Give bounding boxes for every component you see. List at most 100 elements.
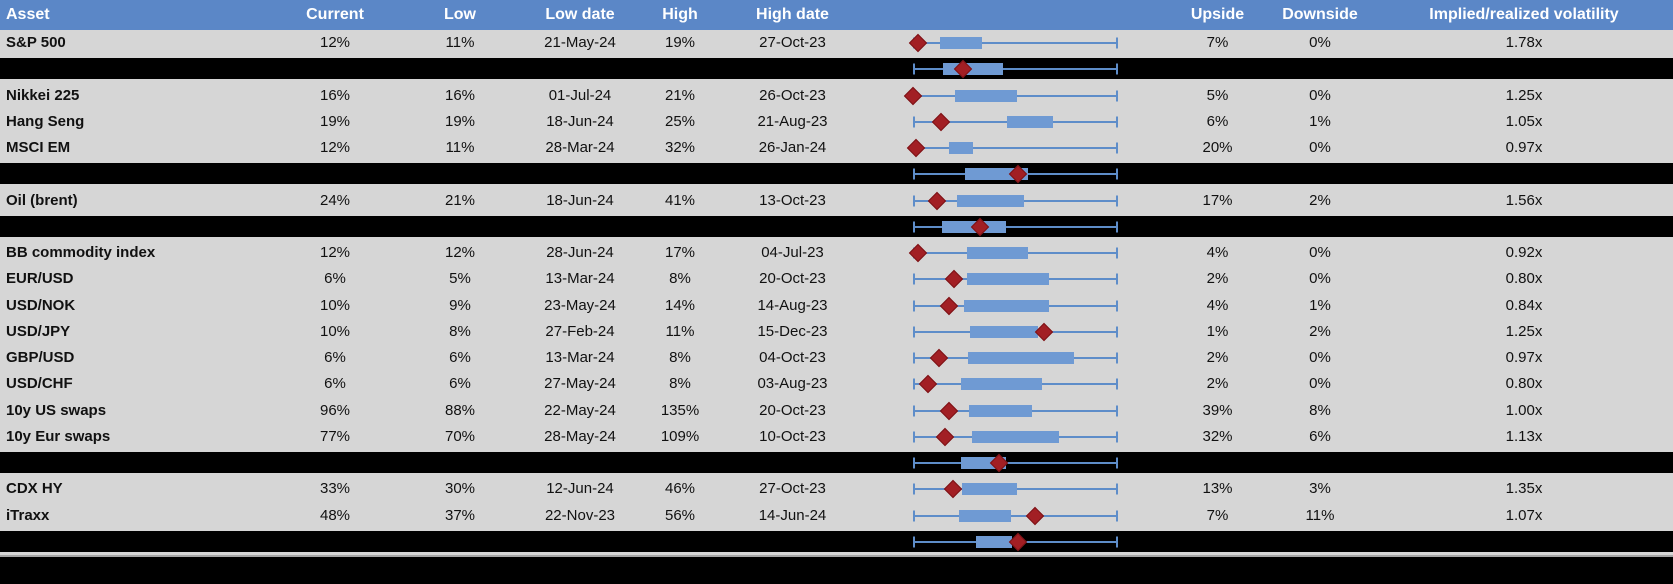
downside-value: 3% bbox=[1309, 480, 1331, 498]
column-header-asset: Asset bbox=[6, 6, 50, 23]
separator-black-band bbox=[0, 215, 1673, 237]
whisker-cap-left bbox=[913, 273, 915, 285]
low-date-value: 28-Jun-24 bbox=[546, 244, 614, 261]
range-plot bbox=[913, 56, 1118, 82]
high-date-value: 14-Jun-24 bbox=[758, 506, 827, 524]
range-plot-cell bbox=[850, 188, 1170, 214]
whisker-cap-left bbox=[913, 536, 915, 548]
current-value: 10% bbox=[319, 322, 351, 340]
asset-name: GBP/USD bbox=[6, 349, 75, 366]
range-box bbox=[970, 325, 1039, 338]
range-plot-cell bbox=[850, 450, 1170, 476]
implied-realized-volatility-value: 1.05x bbox=[1505, 112, 1543, 130]
low-value: 88% bbox=[444, 401, 476, 419]
low-value: 37% bbox=[444, 506, 476, 524]
range-plot-cell bbox=[850, 109, 1170, 135]
low-date-value: 12-Jun-24 bbox=[546, 480, 614, 498]
upside-value: 17% bbox=[1202, 191, 1233, 209]
implied-realized-volatility-value: 1.35x bbox=[1505, 480, 1543, 498]
high-value: 46% bbox=[664, 480, 696, 498]
range-plot-cell bbox=[850, 371, 1170, 397]
whisker-cap-right bbox=[1116, 195, 1118, 207]
current-value: 24% bbox=[319, 191, 351, 209]
current-value: 19% bbox=[319, 112, 351, 130]
high-value: 19% bbox=[664, 34, 696, 51]
upside-value: 2% bbox=[1206, 349, 1229, 366]
range-box bbox=[961, 378, 1042, 391]
range-plot-cell bbox=[850, 503, 1170, 529]
range-plot bbox=[913, 293, 1118, 319]
range-plot-cell bbox=[850, 56, 1170, 82]
range-plot-cell bbox=[850, 83, 1170, 109]
table-row: Oil (brent) 24% 21% 18-Jun-24 41% 13-Oct… bbox=[0, 187, 1673, 214]
downside-value: 0% bbox=[1309, 349, 1331, 366]
current-marker-diamond-icon bbox=[939, 401, 959, 420]
asset-name: Hang Seng bbox=[6, 112, 85, 130]
separator-row bbox=[0, 450, 1673, 477]
column-header-high-date: High date bbox=[756, 6, 829, 23]
high-value: 14% bbox=[664, 296, 696, 314]
current-marker-diamond-icon bbox=[935, 427, 955, 447]
separator-black-band bbox=[0, 452, 1673, 473]
current-value: 77% bbox=[319, 427, 351, 445]
asset-name: USD/NOK bbox=[6, 296, 76, 314]
current-value: 12% bbox=[319, 244, 351, 261]
high-date-value: 13-Oct-23 bbox=[759, 191, 826, 209]
low-date-value: 28-May-24 bbox=[544, 427, 616, 445]
whisker-cap-right bbox=[1116, 431, 1118, 443]
whisker-cap-left bbox=[913, 168, 915, 180]
downside-value: 2% bbox=[1309, 322, 1331, 340]
current-value: 48% bbox=[319, 506, 351, 524]
low-date-value: 28-Mar-24 bbox=[545, 139, 615, 156]
asset-name: S&P 500 bbox=[6, 34, 66, 51]
high-value: 109% bbox=[660, 427, 700, 445]
high-date-value: 04-Oct-23 bbox=[759, 349, 826, 366]
separator-row bbox=[0, 528, 1673, 555]
low-date-value: 22-May-24 bbox=[544, 401, 616, 419]
current-value: 96% bbox=[319, 401, 351, 419]
low-value: 11% bbox=[445, 139, 475, 156]
asset-name: EUR/USD bbox=[6, 270, 74, 288]
downside-value: 11% bbox=[1305, 506, 1335, 524]
current-value: 33% bbox=[319, 480, 351, 498]
implied-realized-volatility-value: 0.97x bbox=[1505, 139, 1543, 156]
column-header-implied-realized-volatility: Implied/realized volatility bbox=[1429, 6, 1619, 23]
whisker-cap-right bbox=[1116, 510, 1118, 522]
range-box bbox=[955, 89, 1017, 102]
downside-value: 2% bbox=[1309, 191, 1331, 209]
implied-realized-volatility-value: 0.80x bbox=[1505, 375, 1543, 393]
downside-value: 1% bbox=[1309, 112, 1331, 130]
range-plot-cell bbox=[850, 266, 1170, 292]
range-plot bbox=[913, 424, 1118, 450]
high-value: 25% bbox=[664, 112, 696, 130]
high-value: 41% bbox=[664, 191, 696, 209]
high-date-value: 26-Jan-24 bbox=[758, 139, 827, 156]
low-date-value: 22-Nov-23 bbox=[544, 506, 616, 524]
footer-black-band bbox=[0, 557, 1673, 584]
range-plot-cell bbox=[850, 529, 1170, 555]
current-value: 6% bbox=[324, 349, 346, 366]
whisker-cap-left bbox=[913, 431, 915, 443]
low-date-value: 18-Jun-24 bbox=[546, 112, 614, 130]
range-box bbox=[940, 37, 983, 50]
range-plot-cell bbox=[850, 293, 1170, 319]
range-plot bbox=[913, 266, 1118, 292]
separator-row bbox=[0, 56, 1673, 83]
high-date-value: 27-Oct-23 bbox=[759, 34, 826, 51]
low-value: 12% bbox=[444, 244, 476, 261]
whisker-cap-right bbox=[1116, 116, 1118, 128]
whisker-line bbox=[913, 462, 1118, 465]
separator-black-band bbox=[0, 163, 1673, 185]
upside-value: 4% bbox=[1206, 296, 1229, 314]
low-value: 9% bbox=[449, 296, 471, 314]
whisker-cap-left bbox=[913, 405, 915, 417]
current-value: 6% bbox=[324, 270, 346, 288]
downside-value: 0% bbox=[1309, 86, 1331, 104]
range-plot-cell bbox=[850, 240, 1170, 266]
table-row: USD/JPY 10% 8% 27-Feb-24 11% 15-Dec-23 1… bbox=[0, 318, 1673, 345]
low-date-value: 27-May-24 bbox=[544, 375, 616, 393]
range-box bbox=[969, 404, 1032, 417]
range-box bbox=[942, 63, 1003, 76]
whisker-cap-left bbox=[913, 352, 915, 364]
asset-name: 10y Eur swaps bbox=[6, 427, 111, 445]
